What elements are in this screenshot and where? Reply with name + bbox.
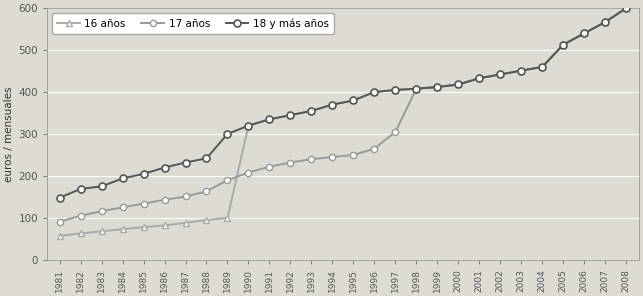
Y-axis label: euros / mensuales: euros / mensuales <box>4 86 14 182</box>
17 años <box>518 69 525 73</box>
18 y más años <box>455 83 462 86</box>
16 años <box>98 229 105 233</box>
18 y más años <box>244 124 252 127</box>
17 años <box>181 195 189 198</box>
16 años <box>370 90 378 94</box>
18 y más años <box>203 157 210 160</box>
16 años <box>161 224 168 227</box>
17 años <box>56 220 64 223</box>
16 años <box>413 87 421 91</box>
17 años <box>581 32 588 35</box>
18 y más años <box>161 166 168 169</box>
16 años <box>496 73 504 76</box>
17 años <box>77 214 84 218</box>
17 años <box>119 206 127 209</box>
18 y más años <box>350 99 358 102</box>
18 y más años <box>56 196 64 200</box>
17 años <box>307 157 315 161</box>
16 años <box>140 225 147 229</box>
16 años <box>56 234 64 238</box>
18 y más años <box>370 90 378 94</box>
18 y más años <box>98 185 105 188</box>
16 años <box>392 88 399 92</box>
16 años <box>329 103 336 106</box>
18 y más años <box>307 109 315 113</box>
Line: 18 y más años: 18 y más años <box>56 5 629 201</box>
18 y más años <box>433 85 441 89</box>
17 años <box>433 85 441 89</box>
18 y más años <box>475 76 483 80</box>
17 años <box>161 198 168 202</box>
17 años <box>475 76 483 80</box>
18 y más años <box>601 20 609 24</box>
18 y más años <box>181 161 189 164</box>
16 años <box>581 32 588 35</box>
17 años <box>622 7 630 10</box>
17 años <box>140 202 147 205</box>
18 y más años <box>622 7 630 10</box>
17 años <box>350 153 358 157</box>
16 años <box>455 83 462 86</box>
17 años <box>392 130 399 134</box>
18 y más años <box>392 88 399 92</box>
16 años <box>475 76 483 80</box>
16 años <box>77 231 84 235</box>
17 años <box>601 20 609 24</box>
18 y más años <box>77 187 84 191</box>
Line: 16 años: 16 años <box>57 5 629 239</box>
16 años <box>224 216 231 220</box>
18 y más años <box>329 103 336 106</box>
18 y más años <box>266 118 273 121</box>
18 y más años <box>559 43 567 46</box>
16 años <box>307 109 315 113</box>
17 años <box>224 178 231 182</box>
18 y más años <box>413 87 421 91</box>
17 años <box>370 147 378 150</box>
16 años <box>433 85 441 89</box>
17 años <box>98 209 105 213</box>
16 años <box>559 43 567 46</box>
17 años <box>538 65 546 69</box>
17 años <box>559 43 567 46</box>
17 años <box>287 161 294 164</box>
16 años <box>601 20 609 24</box>
18 y más años <box>287 113 294 117</box>
16 años <box>181 221 189 225</box>
16 años <box>266 118 273 121</box>
17 años <box>455 83 462 86</box>
18 y más años <box>140 172 147 176</box>
18 y más años <box>496 73 504 76</box>
16 años <box>244 124 252 127</box>
16 años <box>119 227 127 231</box>
16 años <box>203 218 210 222</box>
18 y más años <box>581 32 588 35</box>
17 años <box>266 165 273 168</box>
18 y más años <box>119 177 127 180</box>
17 años <box>496 73 504 76</box>
18 y más años <box>518 69 525 73</box>
17 años <box>329 155 336 159</box>
16 años <box>538 65 546 69</box>
17 años <box>203 190 210 193</box>
Legend: 16 años, 17 años, 18 y más años: 16 años, 17 años, 18 y más años <box>52 13 334 34</box>
17 años <box>244 171 252 174</box>
16 años <box>287 113 294 117</box>
17 años <box>413 87 421 91</box>
16 años <box>622 7 630 10</box>
18 y más años <box>224 132 231 136</box>
Line: 17 años: 17 años <box>57 5 629 225</box>
16 años <box>518 69 525 73</box>
18 y más años <box>538 65 546 69</box>
16 años <box>350 99 358 102</box>
